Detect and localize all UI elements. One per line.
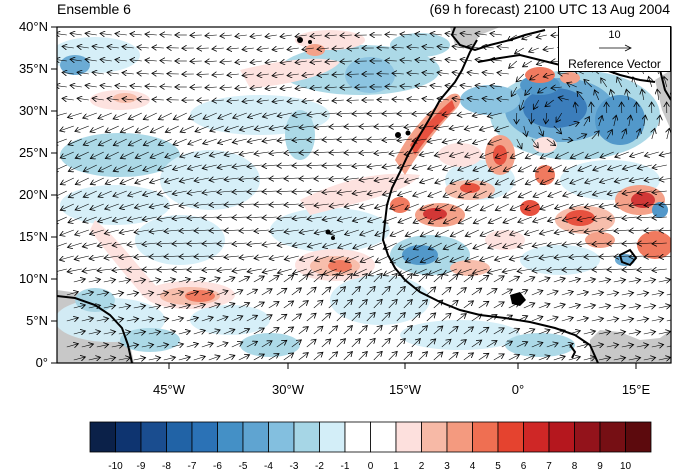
colorbar-label: -9 xyxy=(128,461,154,472)
map-panel xyxy=(50,26,673,363)
lon-tick-label: 30°W xyxy=(258,382,318,397)
lat-tick-label: 5°N xyxy=(0,313,48,328)
colorbar-label: -3 xyxy=(281,461,307,472)
colorbar-label: -2 xyxy=(307,461,333,472)
colorbar-swatch xyxy=(626,422,652,452)
colorbar-swatch xyxy=(345,422,371,452)
colorbar-label: 9 xyxy=(587,461,613,472)
lat-tick-label: 0° xyxy=(0,355,48,370)
colorbar-swatch xyxy=(498,422,524,452)
colorbar-swatch xyxy=(447,422,473,452)
colorbar-swatch xyxy=(524,422,550,452)
reference-vector-label: Reference Vector xyxy=(559,57,670,71)
colorbar-swatch xyxy=(396,422,422,452)
colorbar-swatch xyxy=(371,422,397,452)
lon-tick-label: 15°W xyxy=(375,382,435,397)
colorbar-label: -8 xyxy=(154,461,180,472)
colorbar-label: 1 xyxy=(383,461,409,472)
lat-tick-label: 20°N xyxy=(0,187,48,202)
colorbar-swatch xyxy=(422,422,448,452)
colorbar-label: -10 xyxy=(103,461,129,472)
colorbar-label: -6 xyxy=(205,461,231,472)
colorbar-swatch xyxy=(116,422,142,452)
lat-tick-label: 30°N xyxy=(0,103,48,118)
colorbar-swatch xyxy=(575,422,601,452)
lon-tick-label: 0° xyxy=(488,382,548,397)
colorbar-swatch xyxy=(269,422,295,452)
lat-tick-label: 15°N xyxy=(0,229,48,244)
colorbar-label: -5 xyxy=(230,461,256,472)
lon-tick-label: 45°W xyxy=(139,382,199,397)
colorbar-label: 5 xyxy=(485,461,511,472)
colorbar-label: 2 xyxy=(409,461,435,472)
lon-tick-label: 15°E xyxy=(606,382,666,397)
colorbar-label: 0 xyxy=(358,461,384,472)
colorbar-label: 7 xyxy=(536,461,562,472)
colorbar-swatch xyxy=(473,422,499,452)
colorbar-label: 8 xyxy=(562,461,588,472)
colorbar-label: -1 xyxy=(332,461,358,472)
colorbar-label: 4 xyxy=(460,461,486,472)
colorbar-swatch xyxy=(167,422,193,452)
colorbar-swatch xyxy=(218,422,244,452)
colorbar-swatch xyxy=(243,422,269,452)
colorbar-swatch xyxy=(141,422,167,452)
colorbar-swatch xyxy=(90,422,116,452)
lat-tick-label: 35°N xyxy=(0,61,48,76)
colorbar-swatch xyxy=(192,422,218,452)
colorbar-label: 3 xyxy=(434,461,460,472)
colorbar-swatch xyxy=(320,422,346,452)
colorbar-label: 6 xyxy=(511,461,537,472)
lat-tick-label: 25°N xyxy=(0,145,48,160)
colorbar-label: -7 xyxy=(179,461,205,472)
colorbar-label: -4 xyxy=(256,461,282,472)
colorbar-swatch xyxy=(549,422,575,452)
lat-tick-label: 40°N xyxy=(0,19,48,34)
colorbar xyxy=(90,422,651,452)
reference-vector-legend: 10 Reference Vector xyxy=(558,26,671,72)
lat-tick-label: 10°N xyxy=(0,271,48,286)
colorbar-label: 10 xyxy=(613,461,639,472)
colorbar-swatch xyxy=(294,422,320,452)
colorbar-swatch xyxy=(600,422,626,452)
